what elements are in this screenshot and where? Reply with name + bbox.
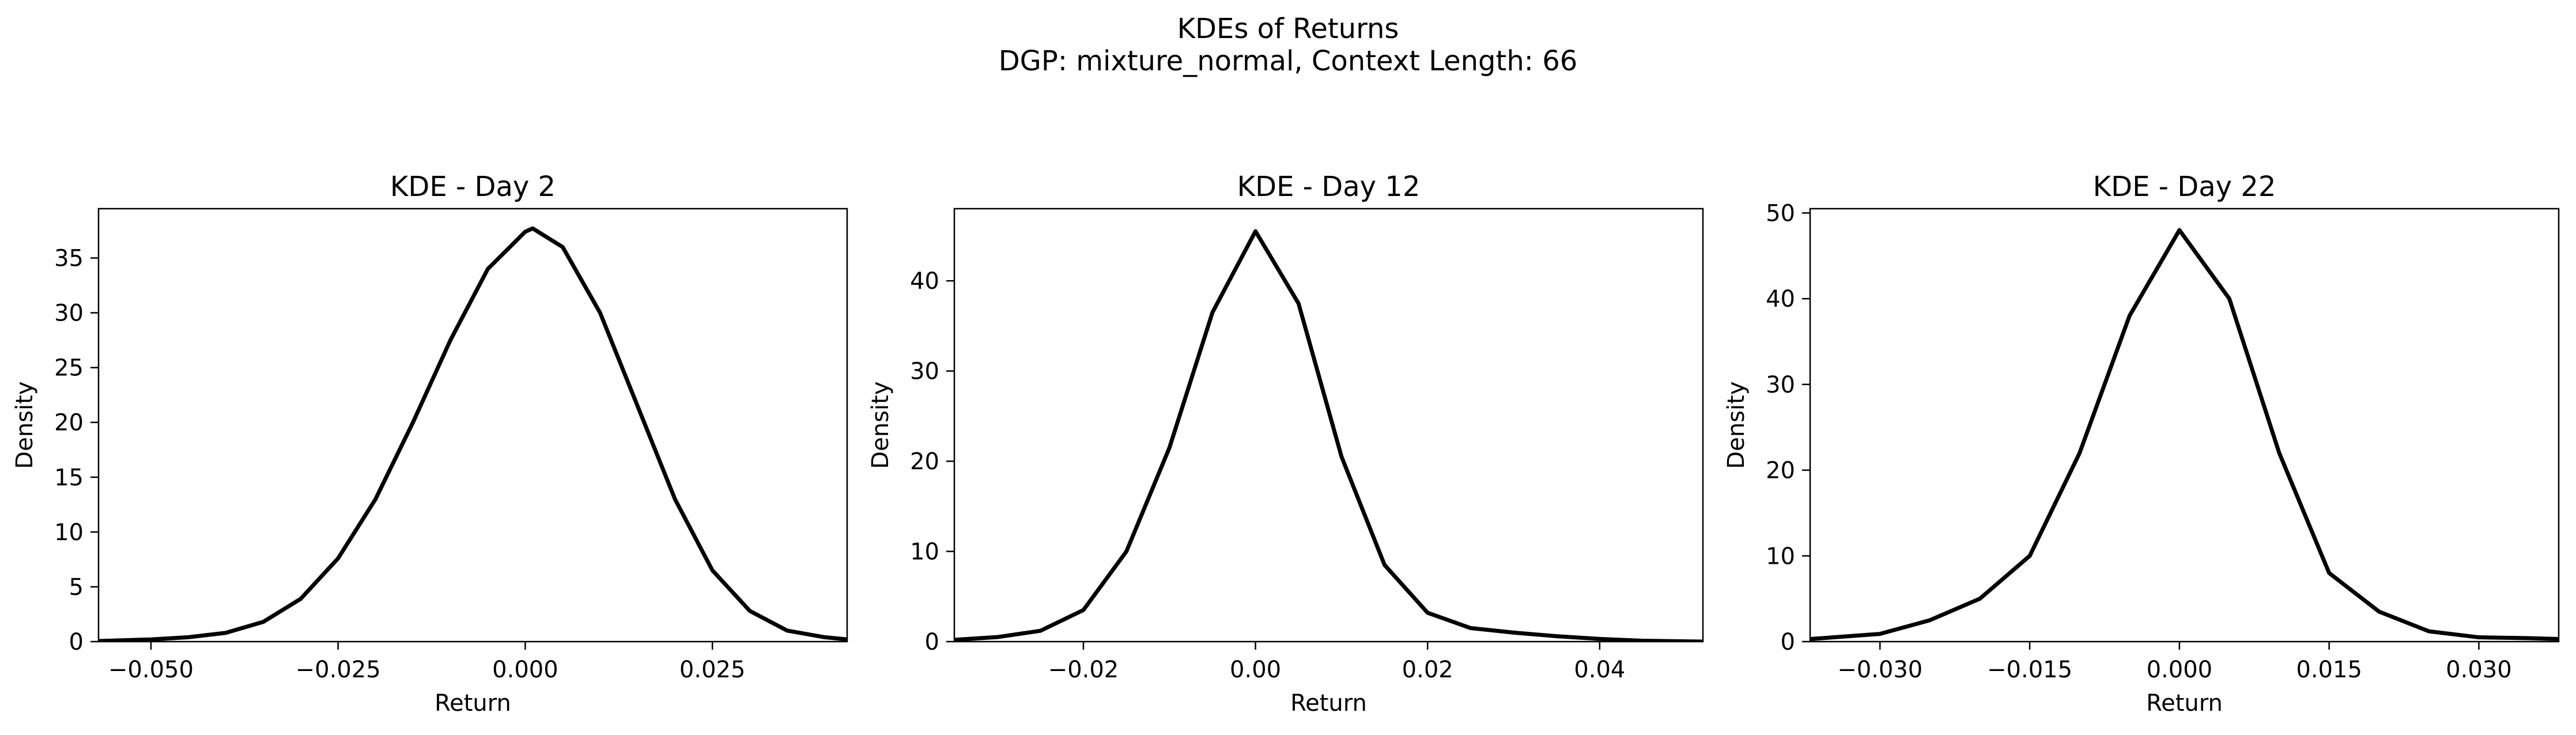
x-tick-label: 0.025 bbox=[679, 657, 746, 683]
x-tick-label: −0.050 bbox=[108, 657, 194, 683]
y-tick-label: 10 bbox=[910, 539, 939, 566]
x-tick-label: 0.030 bbox=[2446, 657, 2512, 683]
x-tick-label: −0.015 bbox=[1987, 657, 2072, 683]
y-tick-label: 40 bbox=[910, 268, 939, 295]
y-tick-label: 35 bbox=[54, 246, 84, 272]
y-tick-label: 50 bbox=[1766, 200, 1795, 227]
x-tick-label: 0.000 bbox=[2147, 657, 2213, 683]
y-tick-label: 20 bbox=[54, 410, 84, 436]
x-tick-label: 0.02 bbox=[1402, 657, 1453, 683]
y-tick-label: 30 bbox=[54, 300, 84, 327]
x-tick-label: −0.030 bbox=[1837, 657, 1922, 683]
figure-title-line-2: DGP: mixture_normal, Context Length: 66 bbox=[999, 45, 1578, 77]
subplot-3: −0.030 −0.015 0.000 0.015 0.030 0 10 20 30 40 50 KD… bbox=[1723, 171, 2560, 717]
x-tick-label: −0.02 bbox=[1048, 657, 1119, 683]
y-axis-label: Density bbox=[1723, 381, 1750, 469]
x-tick-label: 0.00 bbox=[1230, 657, 1281, 683]
y-tick-label: 40 bbox=[1766, 286, 1795, 312]
kde-line bbox=[99, 226, 847, 642]
x-tick-label: 0.015 bbox=[2296, 657, 2362, 683]
x-axis-label: Return bbox=[2146, 690, 2223, 717]
y-tick-label: 10 bbox=[1766, 543, 1795, 570]
axes-frame bbox=[1809, 208, 2560, 643]
y-tick-label: 20 bbox=[1766, 458, 1795, 484]
y-tick-label: 30 bbox=[1766, 372, 1795, 398]
subplot-2: −0.02 0.00 0.02 0.04 0 10 20 30 40 KDE - Day 12 Re… bbox=[867, 171, 1704, 717]
kde-line bbox=[954, 229, 1703, 642]
subplots-group: −0.050 −0.025 0.000 0.02505101520253035KDE … bbox=[12, 171, 2560, 717]
y-axis-label: Density bbox=[12, 381, 38, 469]
subplot-1: −0.050 −0.025 0.000 0.025 0 5 10 15 20 25 30 35 KDE … bbox=[12, 171, 848, 717]
axes-frame bbox=[953, 208, 1704, 643]
y-tick-label: 15 bbox=[54, 465, 84, 491]
x-tick-label: 0.000 bbox=[492, 657, 558, 683]
x-tick-label: 0.04 bbox=[1574, 657, 1625, 683]
x-tick-label: −0.025 bbox=[296, 657, 381, 683]
axes-frame bbox=[97, 208, 848, 643]
y-tick-label: 25 bbox=[54, 355, 84, 382]
x-axis-label: Return bbox=[435, 690, 511, 717]
subplot-title: KDE - Day 22 bbox=[2093, 171, 2276, 203]
subplot-title: KDE - Day 2 bbox=[390, 171, 556, 203]
y-tick-label: 10 bbox=[54, 519, 84, 546]
y-tick-label: 0 bbox=[69, 629, 84, 655]
y-tick-label: 30 bbox=[910, 359, 939, 385]
kde-line bbox=[1810, 228, 2559, 642]
figure-title-line-1: KDEs of Returns bbox=[1177, 13, 1399, 45]
y-tick-label: 20 bbox=[910, 448, 939, 475]
y-tick-label: 5 bbox=[69, 574, 84, 601]
y-tick-label: 0 bbox=[1781, 629, 1795, 655]
subplot-title: KDE - Day 12 bbox=[1237, 171, 1421, 203]
y-axis-label: Density bbox=[867, 381, 894, 469]
y-tick-label: 0 bbox=[925, 629, 939, 655]
x-axis-label: Return bbox=[1290, 690, 1367, 717]
